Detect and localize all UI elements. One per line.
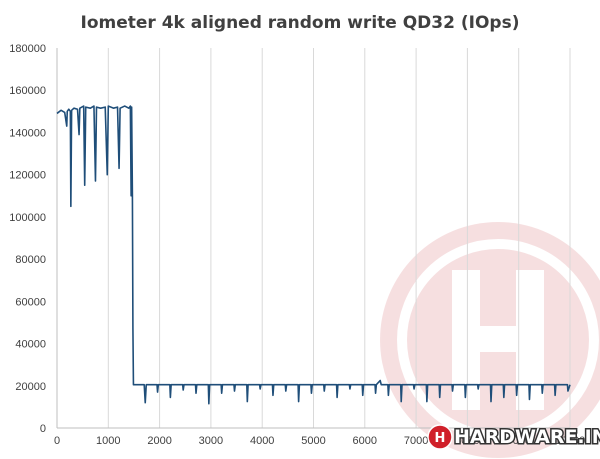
- x-tick-label: 1000: [96, 435, 120, 447]
- x-axis-tick-labels: 0 1000 2000 3000 4000 5000 6000 7000 8000 9000 100…: [54, 435, 585, 447]
- y-tick-label: 20000: [15, 381, 46, 393]
- watermark-brand-text: HARDWARE.INFO: [454, 426, 600, 448]
- x-tick-label: 2000: [147, 435, 171, 447]
- x-tick-label: 9000: [506, 435, 530, 447]
- x-tick-label: 3000: [199, 435, 223, 447]
- chart-title: Iometer 4k aligned random write QD32 (IO…: [81, 13, 520, 33]
- axes: [56, 48, 570, 429]
- y-tick-label: 160000: [9, 85, 46, 97]
- x-tick-label: 7000: [404, 435, 428, 447]
- x-tick-label: 6000: [353, 435, 377, 447]
- badge-h-icon: H: [435, 431, 446, 446]
- series-group: [56, 105, 571, 405]
- y-tick-label: 100000: [9, 212, 46, 224]
- x-tick-label: 4000: [250, 435, 274, 447]
- badge-circle-icon: [427, 424, 453, 450]
- y-tick-label: 80000: [15, 254, 46, 266]
- x-tick-label: 10000: [555, 435, 586, 447]
- y-axis-tick-labels: 0 20000 40000 60000 80000 100000 120000 140000 1…: [9, 43, 46, 435]
- series-line: [56, 105, 571, 405]
- y-tick-label: 180000: [9, 43, 46, 55]
- y-tick-label: 60000: [15, 296, 46, 308]
- vertical-gridlines: [107, 48, 571, 428]
- x-tick-label: 8000: [455, 435, 479, 447]
- watermark-badge: H HARDWARE.INFO: [427, 424, 600, 450]
- y-tick-label: 40000: [15, 339, 46, 351]
- y-tick-label: 0: [40, 423, 46, 435]
- y-tick-label: 140000: [9, 127, 46, 139]
- x-tick-label: 0: [54, 435, 60, 447]
- x-tick-label: 5000: [301, 435, 325, 447]
- y-tick-label: 120000: [9, 170, 46, 182]
